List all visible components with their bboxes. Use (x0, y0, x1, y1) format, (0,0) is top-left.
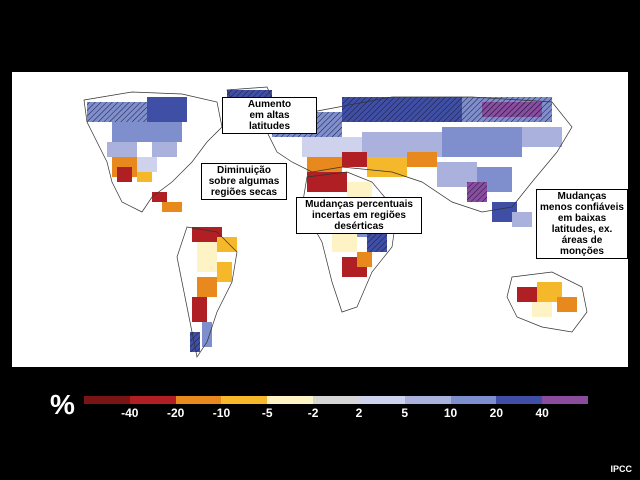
map-cell (357, 252, 372, 267)
map-cell (202, 322, 212, 347)
legend-tick-label: -10 (212, 406, 231, 420)
map-cell (217, 237, 237, 252)
legend-tick-label: 5 (401, 406, 409, 420)
legend-tick-label: -20 (166, 406, 185, 420)
legend-swatch (450, 396, 497, 404)
legend-swatch (175, 396, 222, 404)
significance-hatching (87, 102, 147, 122)
legend-swatch (267, 396, 314, 404)
map-cell (137, 172, 152, 182)
legend-swatch (84, 396, 130, 404)
legend-swatch (129, 396, 176, 404)
map-cell (442, 127, 522, 157)
map-cell (512, 212, 532, 227)
callout-dry-regions: Diminuição sobre algumas regiões secas (201, 163, 287, 200)
map-cell (137, 157, 157, 172)
map-cell (217, 262, 232, 282)
legend-tick-label: -2 (307, 406, 319, 420)
map-cell (197, 277, 217, 297)
legend-unit-label: % (50, 389, 75, 420)
map-cell (197, 242, 217, 272)
significance-hatching (342, 97, 462, 122)
significance-hatching (482, 102, 542, 117)
legend-tick-label: 20 (489, 406, 504, 420)
world-map (83, 86, 588, 358)
map-cell (537, 282, 562, 302)
map-cell (152, 142, 177, 157)
map-cell (532, 302, 552, 317)
legend-swatch (496, 396, 543, 404)
callout-low-latitudes: Mudanças menos confiáveis em baixas lati… (536, 189, 628, 259)
map-cell (407, 152, 437, 167)
map-cell (147, 97, 187, 122)
map-cell (152, 192, 167, 202)
source-credit: IPCC (610, 464, 632, 474)
legend-tick-label: -5 (261, 406, 273, 420)
legend-swatch (221, 396, 268, 404)
map-cell (117, 167, 132, 182)
map-cell (332, 232, 357, 252)
legend-tick-label: 10 (443, 406, 458, 420)
significance-hatching (467, 182, 487, 202)
significance-hatching (367, 232, 387, 252)
legend-tick-label: 40 (535, 406, 549, 420)
legend-swatch (313, 396, 359, 404)
map-cell (107, 142, 137, 157)
legend-colorbar (84, 396, 588, 404)
legend-swatch (542, 396, 588, 404)
legend-tick-label: -40 (121, 406, 139, 420)
map-cell (162, 202, 182, 212)
map-cell (367, 157, 407, 177)
map-cell (192, 227, 222, 242)
map-cell (192, 297, 207, 322)
map-cell (517, 287, 537, 302)
callout-high-latitudes: Aumento em altas latitudes (222, 97, 317, 134)
map-cell (557, 297, 577, 312)
legend-tick-label: 2 (355, 406, 363, 420)
map-cell (522, 127, 562, 147)
map-cell (342, 152, 367, 167)
legend-swatch (404, 396, 451, 404)
hatching-layer (87, 90, 552, 352)
legend-swatch (358, 396, 405, 404)
map-cell (307, 172, 347, 192)
significance-hatching (190, 332, 200, 352)
callout-desert-regions: Mudanças percentuais incertas em regiões… (296, 197, 422, 234)
map-cell (112, 122, 182, 142)
map-panel: Aumento em altas latitudes Diminuição so… (12, 72, 628, 367)
